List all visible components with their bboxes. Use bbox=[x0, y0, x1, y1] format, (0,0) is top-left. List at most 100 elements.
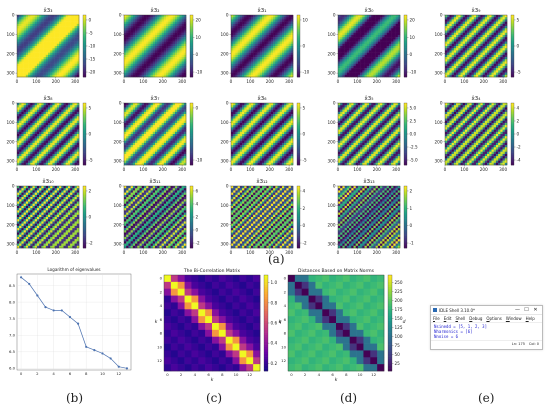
heatmap-cell bbox=[445, 54, 448, 58]
heatmap-cell bbox=[181, 39, 185, 42]
heatmap-cell bbox=[456, 68, 459, 71]
heatmap-cell bbox=[43, 21, 47, 25]
heatmap-cell bbox=[32, 120, 35, 124]
heatmap-cell bbox=[25, 43, 29, 47]
heatmap-cell bbox=[177, 28, 180, 31]
heatmap-cell bbox=[270, 30, 274, 33]
heatmap-cell bbox=[342, 28, 345, 31]
heatmap-cell bbox=[63, 50, 66, 53]
heatmap-cell bbox=[273, 34, 276, 38]
heatmap-cell bbox=[357, 15, 361, 18]
heatmap-cell bbox=[382, 39, 385, 42]
heatmap-cell bbox=[480, 21, 483, 25]
heatmap-cell bbox=[364, 74, 368, 78]
heatmap-cell bbox=[375, 50, 379, 53]
heatmap-cell bbox=[67, 107, 71, 110]
heatmap-cell bbox=[277, 57, 280, 60]
heatmap-cell bbox=[288, 19, 292, 22]
heatmap-cell bbox=[150, 61, 154, 64]
heatmap-cell bbox=[364, 63, 368, 67]
heatmap-cell bbox=[239, 59, 243, 62]
heatmap-cell bbox=[146, 61, 149, 64]
heatmap-cell bbox=[384, 28, 387, 31]
heatmap-cell bbox=[59, 134, 62, 137]
heatmap-cell bbox=[72, 122, 75, 126]
heatmap-cell bbox=[233, 68, 236, 71]
heatmap-cell bbox=[478, 23, 481, 27]
heatmap-cell bbox=[17, 21, 20, 25]
heatmap-cell bbox=[21, 50, 24, 53]
heatmap-cell bbox=[30, 43, 33, 47]
heatmap-cell bbox=[150, 48, 154, 51]
heatmap-cell bbox=[246, 46, 249, 49]
heatmap-cell bbox=[391, 43, 394, 47]
heatmap-cell bbox=[469, 37, 472, 40]
heatmap-cell bbox=[19, 136, 22, 139]
heatmap-cell bbox=[239, 41, 243, 45]
heatmap-cell bbox=[56, 149, 60, 152]
heatmap-cell bbox=[76, 43, 80, 47]
heatmap-cell bbox=[377, 48, 381, 51]
heatmap-cell bbox=[59, 122, 62, 126]
heatmap-cell bbox=[59, 70, 62, 73]
heatmap-cell bbox=[458, 68, 461, 71]
heatmap-cell bbox=[54, 118, 58, 121]
heatmap-cell bbox=[386, 26, 390, 29]
heatmap-cell bbox=[248, 43, 252, 47]
heatmap-cell bbox=[473, 59, 477, 62]
heatmap-cell bbox=[467, 63, 470, 67]
heatmap-cell bbox=[124, 50, 127, 53]
heatmap-cell bbox=[30, 15, 33, 18]
heatmap-cell bbox=[155, 65, 158, 69]
heatmap-cell bbox=[248, 23, 252, 27]
heatmap-cell bbox=[377, 50, 381, 53]
heatmap-cell bbox=[21, 105, 24, 108]
heatmap-cell bbox=[168, 63, 171, 67]
heatmap-cell bbox=[48, 48, 51, 51]
heatmap-cell bbox=[473, 57, 477, 60]
heatmap-cell bbox=[45, 61, 49, 64]
heatmap-cell bbox=[141, 43, 145, 47]
heatmap-cell bbox=[231, 72, 234, 76]
heatmap-cell bbox=[43, 17, 47, 20]
heatmap-cell bbox=[132, 41, 136, 45]
heatmap-cell bbox=[36, 23, 40, 27]
heatmap-cell bbox=[262, 15, 265, 18]
heatmap-cell bbox=[132, 61, 136, 64]
heatmap-cell bbox=[32, 23, 35, 27]
colorbar-segment bbox=[511, 19, 514, 22]
heatmap-cell bbox=[449, 23, 452, 27]
heatmap-cell bbox=[237, 74, 241, 78]
heatmap-cell bbox=[259, 61, 263, 64]
heatmap-cell bbox=[21, 46, 24, 49]
heatmap-cell bbox=[386, 17, 390, 20]
heatmap-cell bbox=[386, 54, 390, 58]
heatmap-cell bbox=[23, 43, 27, 47]
heatmap-cell bbox=[355, 30, 359, 33]
heatmap-cell bbox=[170, 50, 173, 53]
colorbar-segment bbox=[83, 30, 86, 33]
heatmap-cell bbox=[397, 57, 401, 60]
heatmap-cell bbox=[52, 48, 55, 51]
heatmap-cell bbox=[56, 61, 60, 64]
heatmap-cell bbox=[36, 57, 40, 60]
heatmap-cell bbox=[135, 63, 138, 67]
heatmap-cell bbox=[462, 59, 466, 62]
heatmap-cell bbox=[48, 26, 51, 29]
colorbar-segment bbox=[190, 61, 193, 64]
heatmap-cell bbox=[137, 57, 140, 60]
heatmap-cell bbox=[19, 17, 22, 20]
heatmap-cell bbox=[250, 15, 254, 18]
heatmap-cell bbox=[161, 63, 165, 67]
heatmap-cell bbox=[362, 37, 365, 40]
heatmap-cell bbox=[255, 57, 258, 60]
heatmap-cell bbox=[478, 39, 481, 42]
heatmap-cell bbox=[174, 15, 178, 18]
heatmap-cell bbox=[65, 158, 69, 161]
heatmap-cell bbox=[148, 39, 151, 42]
heatmap-cell bbox=[268, 63, 272, 67]
heatmap-cell bbox=[273, 15, 276, 18]
heatmap-cell bbox=[397, 63, 401, 67]
heatmap-cell bbox=[244, 54, 247, 58]
heatmap-cell bbox=[177, 23, 180, 27]
